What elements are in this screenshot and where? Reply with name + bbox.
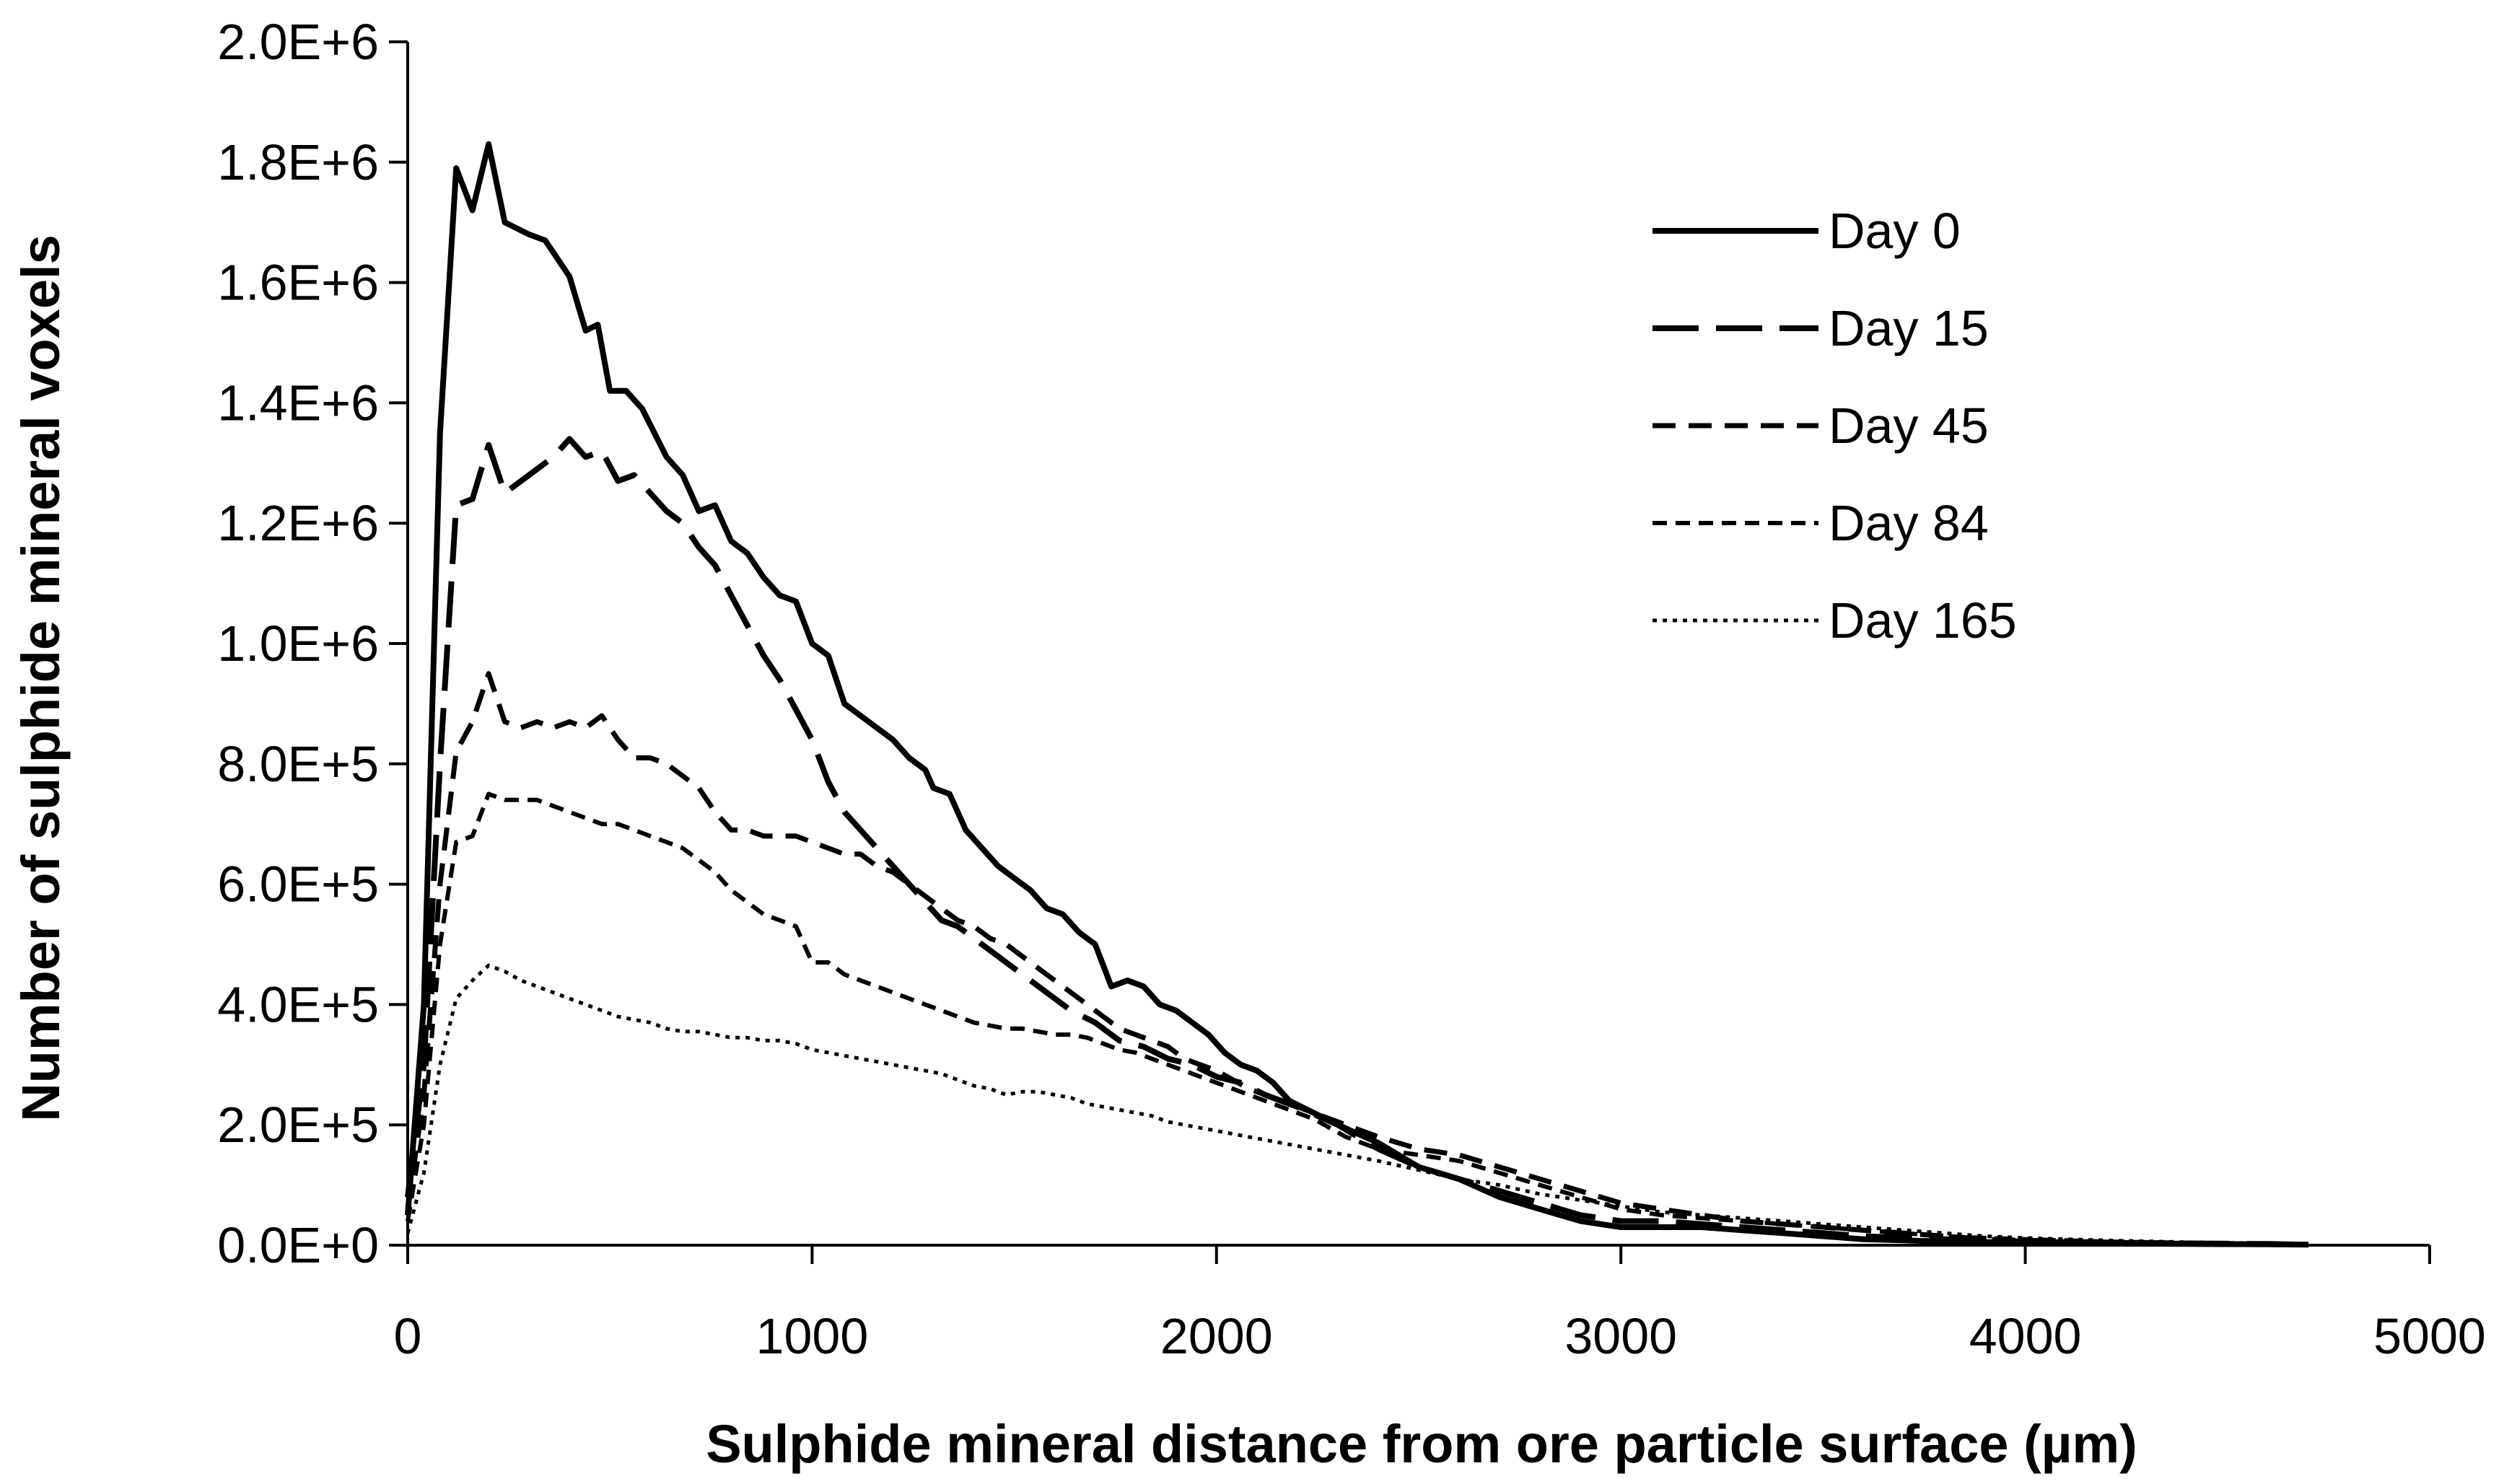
legend: Day 0 Day 15 Day 45 Day 84 Day 165 xyxy=(1652,203,2017,649)
x-tick-label: 1000 xyxy=(756,1308,869,1364)
y-tick-label: 8.0E+5 xyxy=(217,736,379,792)
legend-label-day-15: Day 15 xyxy=(1829,300,1989,356)
x-tick-label: 2000 xyxy=(1160,1308,1273,1364)
y-tick-label: 1.4E+6 xyxy=(217,374,379,431)
series-line-day-45 xyxy=(405,671,2308,1247)
y-axis-title: Number of sulphide mineral voxels xyxy=(11,234,71,1122)
y-tick-label: 1.8E+6 xyxy=(217,134,379,190)
y-tick-label: 0.0E+0 xyxy=(217,1217,379,1273)
series-line-day-15 xyxy=(405,436,2308,1248)
legend-label-day-45: Day 45 xyxy=(1829,398,1989,454)
y-tick-label: 1.6E+6 xyxy=(217,255,379,311)
y-tick-label: 1.0E+6 xyxy=(217,615,379,672)
x-tick-label: 3000 xyxy=(1564,1308,1677,1364)
series-line-day-84 xyxy=(406,791,2308,1247)
y-tick-label: 6.0E+5 xyxy=(217,856,379,913)
x-tick-label: 0 xyxy=(394,1308,422,1364)
legend-label-day-0: Day 0 xyxy=(1829,203,1961,259)
x-tick-label: 4000 xyxy=(1969,1308,2082,1364)
legend-label-day-165: Day 165 xyxy=(1829,592,2017,649)
y-tick-label: 1.2E+6 xyxy=(217,495,379,551)
y-tick-label: 2.0E+6 xyxy=(217,14,379,70)
x-axis-title: Sulphide mineral distance from ore parti… xyxy=(706,1414,2137,1474)
y-tick-label: 2.0E+5 xyxy=(217,1097,379,1153)
legend-label-day-84: Day 84 xyxy=(1829,495,1989,551)
axes: 0.0E+0 2.0E+5 4.0E+5 6.0E+5 8.0E+5 1.0E+6 1.2E… xyxy=(217,14,2486,1364)
y-tick-label: 4.0E+5 xyxy=(217,976,379,1032)
series-line-day-0 xyxy=(405,141,2308,1248)
x-tick-label: 5000 xyxy=(2373,1308,2486,1364)
plot-area xyxy=(405,141,2308,1248)
series-line-day-165 xyxy=(406,963,2308,1246)
